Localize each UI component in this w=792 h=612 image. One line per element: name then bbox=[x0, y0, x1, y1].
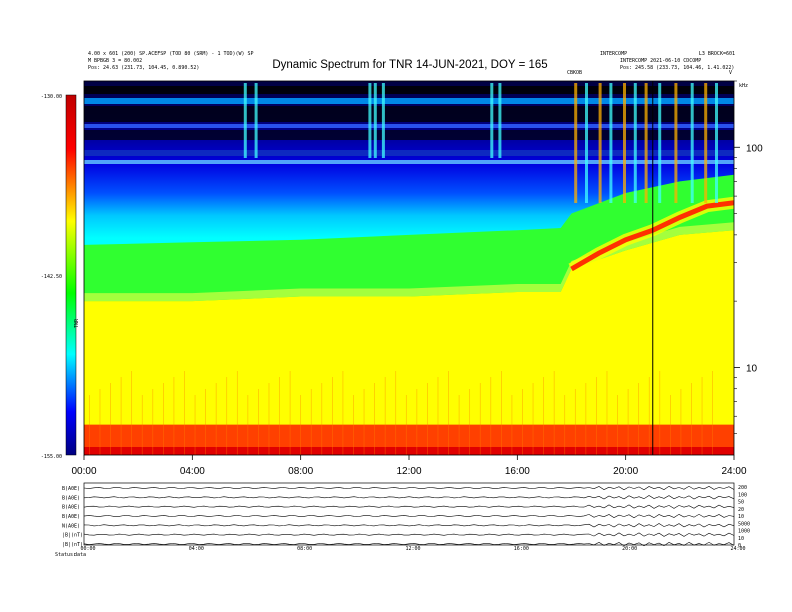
bottom-right-label: 200 bbox=[738, 485, 747, 491]
x-tick-label: 20:00 bbox=[613, 466, 638, 477]
spectral-streak bbox=[373, 83, 377, 158]
spectral-streak bbox=[574, 83, 578, 203]
bottom-trace bbox=[83, 532, 735, 537]
bottom-row-label: |B|(nT) bbox=[62, 533, 83, 539]
bottom-trace bbox=[83, 523, 735, 528]
bottom-x-tick-label: 20:00 bbox=[622, 546, 637, 552]
header-right-line-3: Pos: 245.58 (233.73, 104.46, 1.41.022) bbox=[620, 65, 734, 71]
header-left-line-2: M BPBGB 3 = 80.002 bbox=[88, 58, 142, 64]
bottom-trace bbox=[83, 541, 735, 547]
bottom-footer-label: Status: bbox=[55, 552, 76, 558]
colorbar-max-label: -130.00 bbox=[41, 94, 62, 100]
bottom-trace bbox=[83, 495, 735, 500]
right-axis-unit: kHz bbox=[739, 83, 748, 89]
bottom-x-tick-label: 24:00 bbox=[730, 546, 745, 552]
bottom-right-label: 1000 bbox=[738, 529, 750, 535]
spectral-streak bbox=[368, 83, 372, 158]
marker-label-right: V bbox=[729, 70, 732, 76]
bottom-x-tick-label: 04:00 bbox=[189, 546, 204, 552]
bottom-trace bbox=[83, 504, 735, 509]
stripe-4 bbox=[84, 130, 734, 140]
spectral-streak bbox=[690, 83, 694, 203]
spectral-streak bbox=[585, 83, 588, 203]
spectral-streak bbox=[715, 83, 718, 203]
spectral-streak bbox=[658, 83, 662, 203]
x-tick-label: 00:00 bbox=[71, 466, 96, 477]
colorbar: -130.00 -142.50 -155.00 TNR bbox=[41, 94, 80, 460]
bottom-row-label: B(A0E) bbox=[62, 505, 80, 511]
spectral-streak bbox=[243, 83, 247, 158]
spectral-streak bbox=[674, 83, 678, 203]
bottom-panel-frame bbox=[83, 482, 735, 546]
header-left-line-1: 4.00 x 601 (200) SP.ACEFSP (TOD 80 (SRM)… bbox=[88, 51, 254, 57]
header-right-line-2: INTERCOMP 2021-06-10 CDCOMP bbox=[620, 58, 701, 64]
stripe-3 bbox=[84, 124, 734, 128]
bottom-x-tick-label: 00:00 bbox=[80, 546, 95, 552]
bottom-x-tick-label: 12:00 bbox=[405, 546, 420, 552]
spectral-streak bbox=[381, 83, 385, 158]
bottom-row-label: |B|(nT) bbox=[62, 542, 83, 548]
bottom-row-label: B(A0E) bbox=[62, 514, 80, 520]
colorbar-min-label: -155.00 bbox=[41, 454, 62, 460]
bottom-x-tick-label: 08:00 bbox=[297, 546, 312, 552]
bottom-right-label: 100 bbox=[738, 492, 747, 498]
bottom-right-label: 10 bbox=[738, 536, 744, 542]
band-deep-red bbox=[84, 447, 734, 455]
bottom-row-label: N(A0E) bbox=[62, 523, 80, 529]
spectral-streak bbox=[498, 83, 502, 158]
spectral-streak bbox=[490, 83, 494, 158]
colorbar-unit-label: TNR bbox=[74, 318, 80, 328]
y-tick-label: 10 bbox=[746, 363, 758, 374]
bottom-right-label: 50 bbox=[738, 500, 744, 506]
y-tick-label: 100 bbox=[746, 143, 763, 154]
bottom-right-label: 5000 bbox=[738, 521, 750, 527]
chart-title: Dynamic Spectrum for TNR 14-JUN-2021, DO… bbox=[272, 59, 547, 71]
spectral-streak bbox=[644, 83, 648, 203]
stripe-5 bbox=[84, 150, 734, 156]
stripe-6 bbox=[84, 160, 734, 164]
header-right-line-1: INTERCOMP bbox=[600, 51, 627, 57]
spectral-streak bbox=[598, 83, 602, 203]
bottom-right-label: 0 bbox=[738, 543, 741, 549]
x-tick-label: 16:00 bbox=[505, 466, 530, 477]
header-left-line-3: Pos: 24.63 (231.73, 104.45, 0.890.52) bbox=[88, 65, 199, 71]
colorbar-mid-label: -142.50 bbox=[41, 274, 62, 280]
spectrogram-plot bbox=[84, 81, 734, 455]
x-tick-label: 04:00 bbox=[180, 466, 205, 477]
spectral-streak bbox=[623, 83, 626, 203]
bottom-right-label: 10 bbox=[738, 514, 744, 520]
spectral-streak bbox=[633, 83, 637, 203]
x-tick-label: 12:00 bbox=[396, 466, 421, 477]
spectral-streak bbox=[254, 83, 258, 158]
bottom-right-label: 20 bbox=[738, 507, 744, 513]
stripe-0 bbox=[84, 86, 734, 94]
bottom-footer-value: data bbox=[74, 552, 86, 558]
bottom-panel: B(A0E) B(A0E) B(A0E) B(A0E) N(A0E) |B|(nT) |B|… bbox=[55, 482, 750, 558]
x-tick-label: 24:00 bbox=[721, 466, 746, 477]
bottom-trace bbox=[83, 513, 735, 519]
bottom-row-label: B(A0E) bbox=[62, 486, 80, 492]
band-yellow bbox=[84, 230, 734, 455]
spectral-streak bbox=[609, 83, 613, 203]
stripe-1 bbox=[84, 98, 734, 104]
band-transition bbox=[84, 222, 734, 302]
bottom-trace bbox=[83, 485, 735, 491]
spectral-streak bbox=[704, 83, 708, 203]
marker-label-left: CBKOB bbox=[567, 70, 582, 76]
header-right-top-label: L3 BROCK=601 bbox=[699, 51, 735, 57]
colorbar-gradient bbox=[65, 94, 77, 456]
bottom-row-label: B(A0E) bbox=[62, 495, 80, 501]
bottom-x-tick-label: 16:00 bbox=[514, 546, 529, 552]
x-tick-label: 08:00 bbox=[288, 466, 313, 477]
